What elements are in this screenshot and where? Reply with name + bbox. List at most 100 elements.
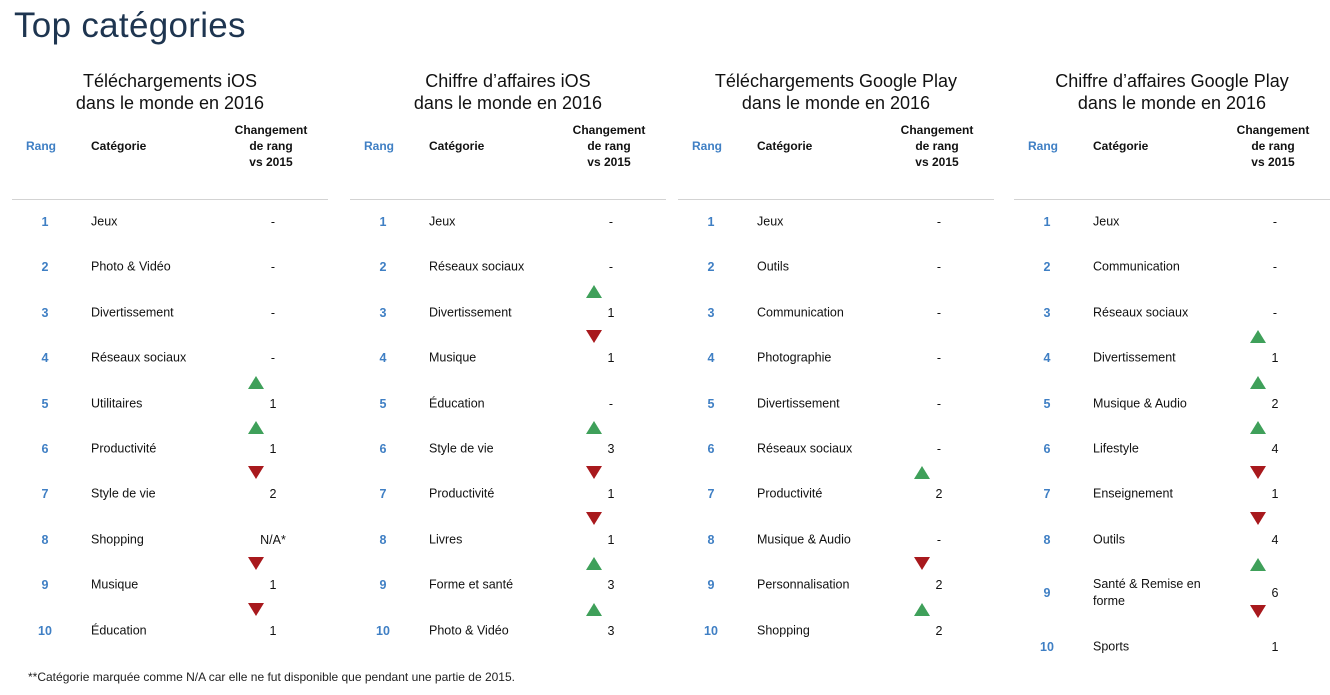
row-rank: 10 — [376, 624, 390, 638]
ranking-panel: Chiffre d’affaires iOS dans le monde en 2… — [350, 70, 666, 187]
row-change-value: - — [1248, 306, 1302, 320]
row-category: Musique & Audio — [1093, 396, 1223, 413]
row-category: Livres — [429, 532, 559, 549]
row-change-value: 3 — [584, 442, 638, 456]
panel-title-line1: Chiffre d’affaires iOS — [350, 70, 666, 92]
header-change-line1: Changement — [560, 122, 658, 138]
row-category: Jeux — [429, 214, 559, 231]
rank-up-arrow-icon — [586, 557, 602, 570]
panel-title-line1: Chiffre d’affaires Google Play — [1014, 70, 1330, 92]
row-rank: 4 — [38, 351, 52, 365]
header-change-line3: vs 2015 — [1224, 154, 1322, 170]
rank-down-arrow-icon — [248, 603, 264, 616]
row-category: Photo & Vidéo — [429, 623, 559, 640]
row-change-value: 2 — [912, 578, 966, 592]
row-rank: 5 — [376, 397, 390, 411]
row-category: Personnalisation — [757, 577, 887, 594]
row-rank: 3 — [38, 306, 52, 320]
header-divider — [1014, 199, 1330, 200]
row-category: Enseignement — [1093, 486, 1223, 503]
row-rank: 10 — [704, 624, 718, 638]
rank-up-arrow-icon — [586, 285, 602, 298]
row-change-value: 1 — [584, 306, 638, 320]
row-change-value: 1 — [246, 442, 300, 456]
row-category: Communication — [1093, 259, 1223, 276]
row-rank: 8 — [38, 533, 52, 547]
row-rank: 9 — [1040, 586, 1054, 600]
row-category: Utilitaires — [91, 396, 221, 413]
rank-down-arrow-icon — [586, 512, 602, 525]
rank-down-arrow-icon — [248, 557, 264, 570]
header-change-line2: de rang — [888, 138, 986, 154]
row-change-value: - — [246, 351, 300, 365]
panel-title-line2: dans le monde en 2016 — [1014, 92, 1330, 114]
rank-down-arrow-icon — [1250, 466, 1266, 479]
rank-up-arrow-icon — [914, 466, 930, 479]
table-header: Rang Catégorie Changement de rang vs 2015 — [350, 127, 666, 187]
row-rank: 8 — [376, 533, 390, 547]
row-change-value: - — [912, 215, 966, 229]
row-rank: 3 — [704, 306, 718, 320]
header-change-line2: de rang — [1224, 138, 1322, 154]
row-change-value: 1 — [246, 397, 300, 411]
row-rank: 10 — [1040, 640, 1054, 654]
panel-title: Chiffre d’affaires iOS dans le monde en 2… — [350, 70, 666, 114]
header-change: Changement de rang vs 2015 — [888, 122, 986, 170]
panel-title-line2: dans le monde en 2016 — [12, 92, 328, 114]
row-category: Productivité — [429, 486, 559, 503]
row-rank: 6 — [376, 442, 390, 456]
row-rank: 6 — [704, 442, 718, 456]
row-rank: 4 — [376, 351, 390, 365]
header-change-line1: Changement — [222, 122, 320, 138]
row-rank: 1 — [38, 215, 52, 229]
header-category: Catégorie — [91, 139, 146, 153]
row-change-value: 1 — [1248, 487, 1302, 501]
row-category: Divertissement — [429, 305, 559, 322]
rank-up-arrow-icon — [1250, 421, 1266, 434]
row-change-value: - — [584, 397, 638, 411]
row-rank: 4 — [1040, 351, 1054, 365]
row-category: Outils — [757, 259, 887, 276]
row-category: Santé & Remise en forme — [1093, 576, 1223, 610]
rank-up-arrow-icon — [1250, 330, 1266, 343]
row-category: Musique — [429, 350, 559, 367]
header-change-line3: vs 2015 — [222, 154, 320, 170]
row-change-value: - — [246, 306, 300, 320]
rank-down-arrow-icon — [1250, 512, 1266, 525]
row-change-value: 1 — [246, 624, 300, 638]
row-change-value: 4 — [1248, 533, 1302, 547]
row-change-value: 2 — [1248, 397, 1302, 411]
row-rank: 5 — [704, 397, 718, 411]
row-rank: 9 — [376, 578, 390, 592]
row-category: Style de vie — [91, 486, 221, 503]
panel-title: Téléchargements Google Play dans le monde… — [678, 70, 994, 114]
row-rank: 1 — [376, 215, 390, 229]
row-rank: 2 — [376, 260, 390, 274]
header-change: Changement de rang vs 2015 — [560, 122, 658, 170]
rank-up-arrow-icon — [248, 421, 264, 434]
row-category: Musique & Audio — [757, 532, 887, 549]
rank-up-arrow-icon — [914, 603, 930, 616]
row-rank: 5 — [1040, 397, 1054, 411]
header-divider — [12, 199, 328, 200]
rank-up-arrow-icon — [586, 603, 602, 616]
header-change-line3: vs 2015 — [560, 154, 658, 170]
row-change-value: - — [246, 260, 300, 274]
row-category: Divertissement — [757, 396, 887, 413]
table-header: Rang Catégorie Changement de rang vs 2015 — [1014, 127, 1330, 187]
rank-down-arrow-icon — [914, 557, 930, 570]
header-divider — [350, 199, 666, 200]
row-category: Productivité — [757, 486, 887, 503]
row-category: Musique — [91, 577, 221, 594]
header-divider — [678, 199, 994, 200]
row-rank: 2 — [38, 260, 52, 274]
ranking-panel: Chiffre d’affaires Google Play dans le mo… — [1014, 70, 1330, 187]
row-change-value: - — [1248, 260, 1302, 274]
panel-title-line1: Téléchargements Google Play — [678, 70, 994, 92]
row-rank: 1 — [704, 215, 718, 229]
row-rank: 8 — [1040, 533, 1054, 547]
row-change-value: 6 — [1248, 586, 1302, 600]
row-rank: 5 — [38, 397, 52, 411]
header-category: Catégorie — [757, 139, 812, 153]
row-rank: 7 — [38, 487, 52, 501]
